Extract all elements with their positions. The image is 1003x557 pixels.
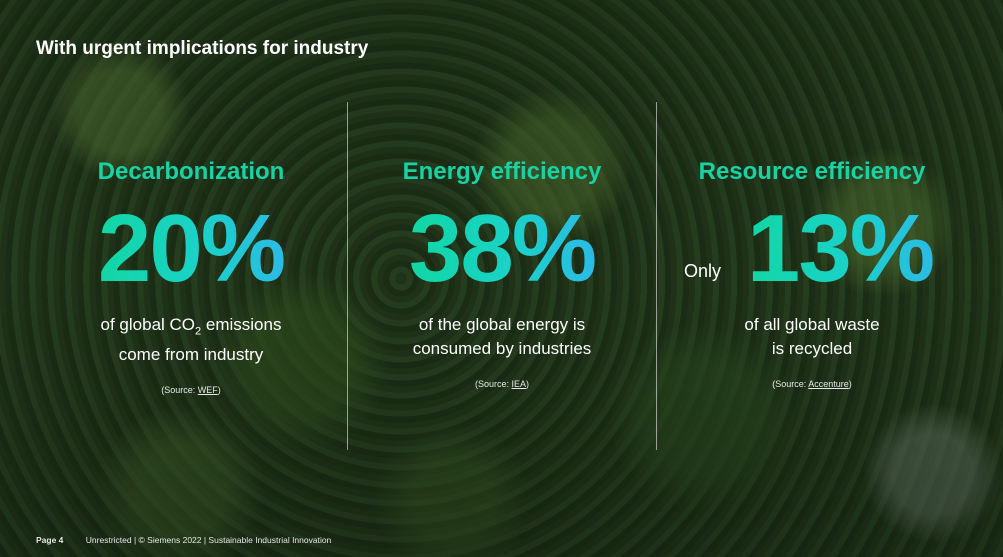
description-line: come from industry [118,345,264,365]
description-line: of all global waste [744,315,880,334]
column-divider [656,102,657,450]
column-divider [347,102,348,450]
stat-description: of the global energy is consumed by indu… [352,313,652,361]
description-line: of the global energy is [418,315,586,334]
stat-prefix: Only [684,261,722,281]
stat-row: 20% [41,195,341,303]
description-line: of global CO2 emissions [100,315,282,338]
source-link[interactable]: IEA [511,379,527,389]
source-note: (Source: Accenture) [772,379,852,389]
stat-row: Only 13% [662,195,962,303]
source-link[interactable]: WEF [197,385,218,396]
source-note: (Source: IEA) [474,379,530,389]
footer-text: Unrestricted | © Siemens 2022 | Sustaina… [85,535,332,545]
stat-value: 20% [97,195,286,302]
column-heading: Decarbonization [97,158,285,185]
stat-column-energy-efficiency: Energy efficiency 38% of the global ener… [352,155,652,389]
stat-row: 38% [352,195,652,303]
stat-column-resource-efficiency: Resource efficiency Only 13% of all glob… [662,155,962,389]
source-note: (Source: WEF) [161,385,221,396]
stat-value: 38% [408,195,597,302]
stat-description: of global CO2 emissions come from indust… [41,313,341,367]
slide-title: With urgent implications for industry [36,38,369,59]
stat-column-decarbonization: Decarbonization 20% of global CO2 emissi… [41,155,341,395]
description-line: is recycled [771,339,853,358]
stat-description: of all global waste is recycled [662,313,962,361]
column-heading: Energy efficiency [402,158,602,185]
description-line: consumed by industries [412,339,592,358]
column-heading: Resource efficiency [698,158,926,185]
stat-value: 13% [746,195,935,302]
source-link[interactable]: Accenture [808,379,849,389]
slide-footer: Page 4 Unrestricted | © Siemens 2022 | S… [36,535,331,545]
page-number: Page 4 [36,535,64,545]
